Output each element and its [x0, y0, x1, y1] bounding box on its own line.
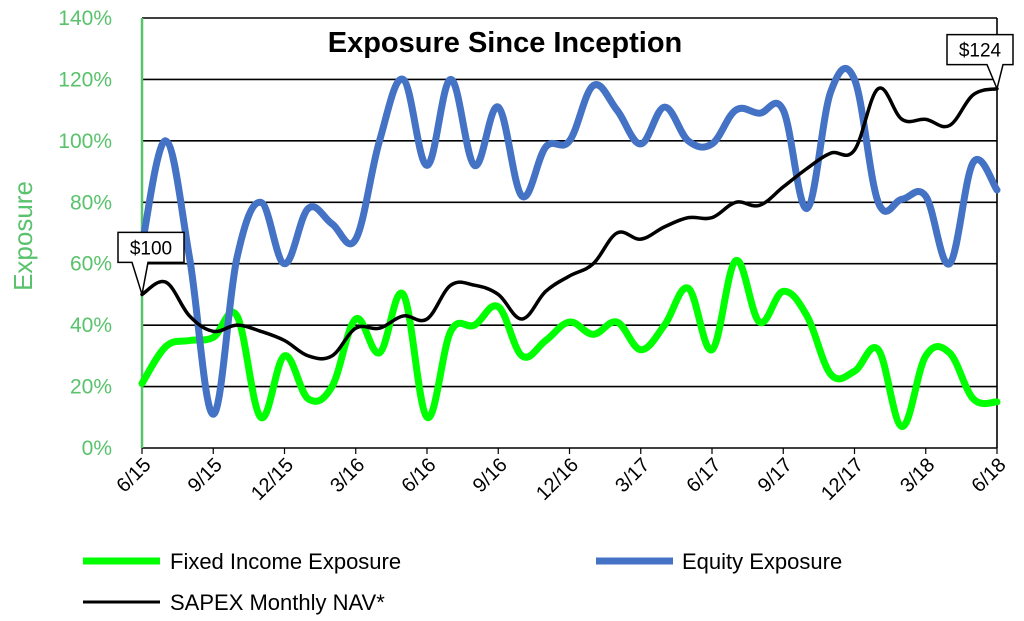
y-tick-label: 0% — [82, 437, 112, 460]
legend-label-equity: Equity Exposure — [682, 549, 842, 574]
series-line-nav — [140, 86, 999, 361]
chart-title: Exposure Since Inception — [328, 27, 683, 59]
series-lines — [138, 64, 1001, 430]
x-tick-label: 12/17 — [817, 454, 868, 505]
legend-label-nav: SAPEX Monthly NAV* — [170, 590, 385, 615]
x-tick-label: 6/18 — [967, 454, 1010, 497]
series-line-fixed-income — [138, 257, 1001, 430]
x-tick-label: 9/16 — [469, 454, 512, 497]
callout-label: $124 — [959, 41, 1002, 62]
callout-box — [946, 33, 1014, 92]
x-tick-label: 6/16 — [397, 454, 440, 497]
y-tick-label: 60% — [70, 253, 112, 276]
x-tick-label: 9/17 — [754, 454, 797, 497]
y-tick-label: 80% — [70, 191, 112, 214]
x-axis-ticks: 6/15 9/15 12/15 3/16 6/16 9/16 12/16 3/17 6/17 9/… — [112, 448, 1011, 505]
y-tick-label: 120% — [58, 68, 112, 91]
series-line-equity — [138, 64, 1001, 418]
callout: $100 — [117, 231, 185, 295]
x-tick-label: 3/18 — [896, 454, 939, 497]
x-tick-label: 3/17 — [611, 454, 654, 497]
x-tick-label: 9/15 — [184, 454, 227, 497]
x-tick-label: 6/17 — [682, 454, 725, 497]
y-tick-label: 140% — [58, 7, 112, 30]
annotations: $100 $124 — [117, 33, 1014, 295]
legend: Fixed Income Exposure Equity Exposure SA… — [83, 549, 842, 615]
x-tick-label: 12/15 — [247, 454, 298, 505]
callout: $124 — [946, 33, 1014, 92]
y-axis-ticks: 0% 20% 40% 60% 80% 100% 120% 140% — [58, 7, 112, 460]
legend-label-fixed-income: Fixed Income Exposure — [170, 549, 401, 574]
x-tick-label: 6/15 — [112, 454, 155, 497]
y-tick-label: 100% — [58, 130, 112, 153]
y-tick-label: 40% — [70, 314, 112, 337]
x-tick-label: 12/16 — [532, 454, 583, 505]
callout-label: $100 — [130, 238, 172, 259]
x-tick-label: 3/16 — [326, 454, 369, 497]
y-tick-label: 20% — [70, 376, 112, 399]
callout-box — [117, 231, 185, 295]
y-axis-label: Exposure — [8, 181, 38, 291]
